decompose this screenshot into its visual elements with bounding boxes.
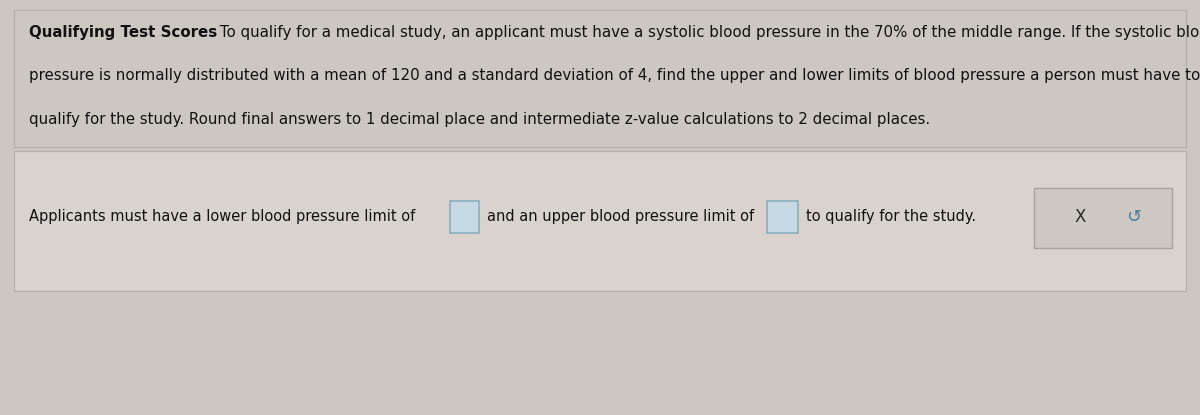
Text: X: X (1074, 208, 1086, 226)
Text: pressure is normally distributed with a mean of 120 and a standard deviation of : pressure is normally distributed with a … (29, 68, 1200, 83)
Bar (1034, 188, 1172, 248)
Bar (767, 201, 798, 232)
Bar (450, 201, 479, 232)
Text: qualify for the study. Round final answers to 1 decimal place and intermediate z: qualify for the study. Round final answe… (29, 112, 930, 127)
Text: Qualifying Test Scores: Qualifying Test Scores (29, 25, 217, 40)
Bar (14, 10, 1186, 147)
Text: To qualify for a medical study, an applicant must have a systolic blood pressure: To qualify for a medical study, an appli… (215, 25, 1200, 40)
Bar (14, 151, 1186, 290)
Text: ↺: ↺ (1126, 208, 1141, 226)
Text: and an upper blood pressure limit of: and an upper blood pressure limit of (487, 209, 755, 225)
Text: Applicants must have a lower blood pressure limit of: Applicants must have a lower blood press… (29, 209, 415, 225)
Text: to qualify for the study.: to qualify for the study. (806, 209, 977, 225)
